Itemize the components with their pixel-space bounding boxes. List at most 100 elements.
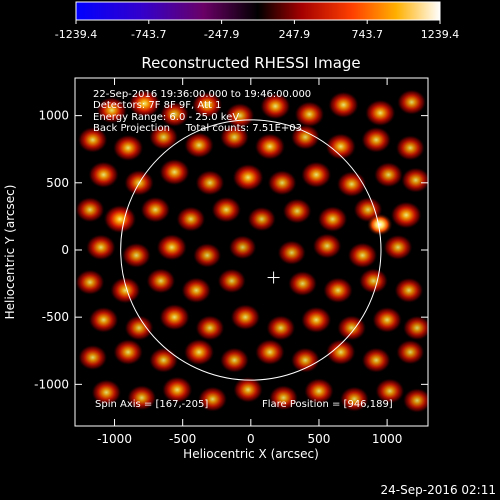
solar-limb-circle <box>120 119 382 381</box>
image-source <box>146 268 176 294</box>
image-source <box>127 385 157 411</box>
image-source <box>294 101 325 128</box>
plot-frame <box>74 77 429 427</box>
image-source <box>149 124 179 150</box>
x-tick-label: 1000 <box>372 432 403 446</box>
image-source <box>312 233 342 259</box>
image-source <box>159 303 190 331</box>
image-source <box>192 91 223 119</box>
image-source <box>198 386 228 412</box>
image-source <box>402 388 428 413</box>
image-source <box>247 206 276 232</box>
image-source <box>396 339 425 365</box>
image-source <box>361 347 391 373</box>
colorbar-tick-label: 247.9 <box>279 28 311 41</box>
image-source <box>390 201 422 229</box>
x-tick-label: -1000 <box>97 432 132 446</box>
image-source <box>401 167 428 193</box>
image-source <box>337 315 367 341</box>
image-source <box>317 206 348 232</box>
image-source <box>219 347 249 373</box>
colorbar-tick-label: -743.7 <box>131 28 166 41</box>
image-source <box>159 158 190 186</box>
image-source <box>96 97 127 124</box>
image-source <box>176 206 206 232</box>
image-source <box>288 270 318 297</box>
image-source <box>77 126 108 153</box>
image-source <box>394 277 424 303</box>
image-source <box>290 124 320 150</box>
info-line-3: Energy Range: 6.0 - 25.0 keV <box>93 112 239 123</box>
image-source <box>383 234 413 260</box>
image-source <box>375 378 405 404</box>
image-source <box>232 163 264 191</box>
image-source <box>156 234 187 261</box>
image-source <box>75 269 105 295</box>
image-source <box>361 126 392 153</box>
y-tick-label: 1000 <box>38 109 69 123</box>
image-source <box>217 268 246 294</box>
colorbar-tick-label: 743.7 <box>351 28 383 41</box>
flare-position-label: Flare Position = [946,189] <box>262 399 393 410</box>
image-source <box>121 242 151 268</box>
x-tick-label: 500 <box>308 432 331 446</box>
image-source <box>184 132 214 159</box>
x-tick-label: -500 <box>169 432 196 446</box>
image-source <box>88 306 119 333</box>
colorbar-tick-label: -247.9 <box>204 28 239 41</box>
y-tick-label: -500 <box>42 310 69 324</box>
y-tick-label: 500 <box>46 176 69 190</box>
image-source <box>124 315 154 341</box>
image-source <box>358 268 388 294</box>
colorbar-tick-label: 1239.4 <box>421 28 460 41</box>
image-source <box>254 133 286 160</box>
image-source <box>325 133 356 160</box>
image-source <box>149 347 179 373</box>
image-source <box>325 339 356 366</box>
colorbar-tick-label: -1239.4 <box>55 28 97 41</box>
image-source <box>373 162 403 188</box>
flare-source <box>367 213 393 236</box>
image-source <box>112 134 144 162</box>
image-source <box>183 338 215 366</box>
image-source <box>328 91 359 119</box>
image-source <box>140 196 171 223</box>
image-source <box>88 161 119 188</box>
x-axis-label: Heliocentric X (arcsec) <box>183 447 319 461</box>
image-source <box>219 124 249 150</box>
image-source <box>260 93 291 120</box>
info-line-1: 22-Sep-2016 19:36:00.000 to 19:46:00.000 <box>93 89 311 100</box>
image-source <box>395 135 425 161</box>
image-source <box>402 315 428 341</box>
timestamp: 24-Sep-2016 02:11 <box>381 483 496 497</box>
image-source <box>195 315 225 341</box>
image-source <box>128 89 161 118</box>
image-source <box>233 376 263 403</box>
image-source <box>277 240 306 265</box>
image-source <box>266 315 296 341</box>
y-tick-label: 0 <box>61 243 69 257</box>
image-source <box>290 347 320 373</box>
overlay <box>120 119 382 381</box>
image-source <box>91 379 122 406</box>
y-tick-label: -1000 <box>34 377 69 391</box>
image-source <box>255 339 285 366</box>
image-source <box>75 197 105 223</box>
image-source <box>193 243 222 268</box>
chart-title: Reconstructed RHESSI Image <box>141 54 360 72</box>
axis-ticks: -1000 -500 0 500 1000 -1000 -500 0 500 1000 <box>34 78 428 446</box>
image-source <box>339 386 369 412</box>
image-source <box>397 89 427 115</box>
image-source <box>269 385 299 411</box>
info-line-2: Detectors: 7F 8F 9F, Att 1 <box>93 100 221 111</box>
image-source <box>347 242 378 269</box>
info-block: 22-Sep-2016 19:36:00.000 to 19:46:00.000… <box>93 89 311 134</box>
image-source <box>160 101 189 127</box>
image-source <box>211 196 242 223</box>
image-source <box>301 306 332 334</box>
x-tick-label: 0 <box>247 432 255 446</box>
spin-axis-label: Spin Axis = [167,-205] <box>95 399 208 410</box>
image-source <box>228 235 257 260</box>
image-source <box>336 171 367 198</box>
